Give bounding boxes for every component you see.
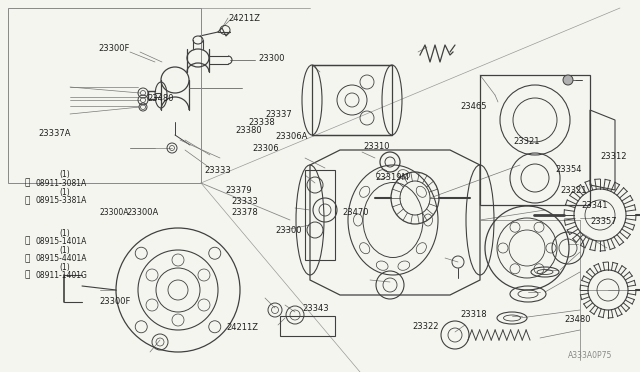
- Bar: [305, 170, 335, 260]
- Text: 23318: 23318: [461, 310, 488, 319]
- Text: 23343: 23343: [302, 304, 329, 313]
- Text: 08911-1401G: 08911-1401G: [35, 271, 87, 280]
- Text: A333A0P75: A333A0P75: [568, 350, 612, 359]
- Text: 23470: 23470: [342, 208, 369, 217]
- Text: 23300A: 23300A: [99, 208, 129, 217]
- Text: 23310: 23310: [364, 142, 390, 151]
- Text: 08915-1401A: 08915-1401A: [35, 237, 86, 246]
- Text: 23380: 23380: [236, 126, 262, 135]
- Text: (1): (1): [60, 188, 70, 197]
- Text: 08915-3381A: 08915-3381A: [35, 196, 86, 205]
- Text: 23337A: 23337A: [38, 129, 71, 138]
- Text: 23480: 23480: [564, 315, 591, 324]
- Text: 23300F: 23300F: [99, 297, 131, 306]
- Bar: [480, 75, 590, 205]
- Text: 23480: 23480: [147, 94, 173, 103]
- Text: 23312: 23312: [600, 152, 627, 161]
- Text: 23357: 23357: [590, 217, 617, 226]
- Text: 23321: 23321: [560, 186, 586, 195]
- Text: 23378: 23378: [232, 208, 259, 217]
- Text: Ⓝ: Ⓝ: [25, 179, 30, 187]
- Bar: [312, 65, 392, 135]
- Text: Ⓥ: Ⓥ: [25, 237, 30, 246]
- Text: 23379: 23379: [225, 186, 252, 195]
- Text: 23306A: 23306A: [275, 132, 308, 141]
- Text: 23337: 23337: [266, 110, 292, 119]
- Text: (1): (1): [60, 170, 70, 179]
- Text: 24211Z: 24211Z: [228, 13, 260, 22]
- Text: 23300A: 23300A: [127, 208, 159, 217]
- Text: 23321: 23321: [513, 137, 540, 146]
- Text: 23319M: 23319M: [376, 173, 410, 182]
- Text: 23354: 23354: [556, 165, 582, 174]
- Text: 23306: 23306: [253, 144, 280, 153]
- Text: 23300: 23300: [258, 54, 285, 62]
- Text: 23465: 23465: [461, 102, 487, 110]
- Text: (1): (1): [60, 229, 70, 238]
- Text: 23300F: 23300F: [98, 44, 129, 52]
- Text: 23333: 23333: [232, 197, 259, 206]
- Text: Ⓥ: Ⓥ: [25, 196, 30, 205]
- Text: 23338: 23338: [248, 118, 275, 127]
- Text: 23333: 23333: [205, 166, 232, 175]
- Text: 08915-4401A: 08915-4401A: [35, 254, 86, 263]
- Text: 23341: 23341: [581, 201, 607, 210]
- Text: Ⓥ: Ⓥ: [25, 254, 30, 263]
- Bar: [280, 316, 335, 336]
- Text: Ⓝ: Ⓝ: [25, 271, 30, 280]
- Bar: [8, 8, 201, 183]
- Text: (1): (1): [60, 263, 70, 272]
- Text: 08911-3081A: 08911-3081A: [35, 179, 86, 187]
- Text: 24211Z: 24211Z: [226, 323, 258, 332]
- Text: 23300: 23300: [275, 226, 301, 235]
- Text: (1): (1): [60, 246, 70, 255]
- Circle shape: [563, 75, 573, 85]
- Text: 23322: 23322: [413, 322, 439, 331]
